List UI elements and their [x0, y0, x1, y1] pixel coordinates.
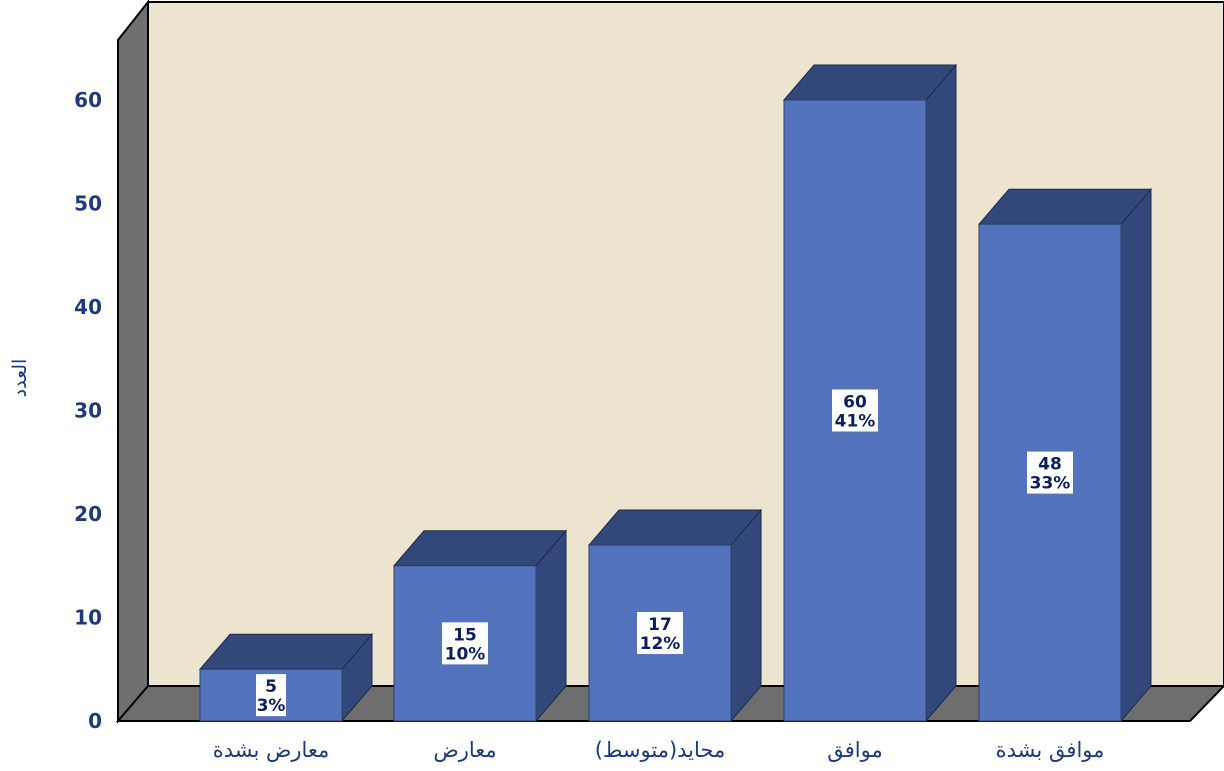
data-label-percent: 10%	[445, 644, 486, 664]
x-category-label: معارض	[433, 738, 496, 762]
data-label-value: 15	[453, 625, 477, 645]
bar-top-face	[587, 509, 763, 546]
x-category-label: محايد(متوسط)	[595, 738, 725, 762]
chart-side-wall	[117, 0, 149, 724]
bar-front-face	[783, 99, 927, 722]
x-category-label: موافق	[827, 738, 882, 762]
bar: 53%	[198, 632, 374, 723]
data-label-box	[832, 389, 878, 432]
data-label-box	[1027, 451, 1073, 494]
data-label-value: 60	[843, 393, 867, 413]
y-tick-label: 10	[74, 606, 102, 630]
data-label-box	[256, 674, 286, 717]
bar-top-face	[198, 633, 374, 670]
y-tick-label: 0	[88, 709, 102, 733]
x-category-label: موافق بشدة	[996, 738, 1105, 762]
y-tick-label: 30	[74, 399, 102, 423]
data-label-box	[637, 612, 683, 655]
data-label-percent: 41%	[835, 412, 876, 432]
x-axis-categories: معارض بشدة معارض محايد(متوسط) موافق موافق بش…	[213, 738, 1105, 762]
data-label-percent: 33%	[1030, 474, 1071, 494]
data-label-percent: 3%	[257, 696, 286, 716]
bar-side-face	[730, 508, 762, 723]
data-label-value: 17	[648, 615, 672, 635]
y-tick-label: 20	[74, 502, 102, 526]
y-axis-label: العدد	[9, 359, 31, 398]
y-axis-ticks: 0 10 20 30 40 50 60	[74, 88, 102, 733]
y-tick-label: 50	[74, 192, 102, 216]
data-label-value: 5	[265, 677, 277, 697]
y-tick-label: 40	[74, 295, 102, 319]
x-category-label: معارض بشدة	[213, 738, 330, 762]
bar-top-face	[392, 530, 568, 567]
bar-side-face	[925, 63, 957, 723]
bar-top-face	[782, 64, 958, 101]
bar-side-face	[1120, 187, 1152, 723]
y-tick-label: 60	[74, 88, 102, 112]
bar-top-face	[977, 188, 1153, 225]
data-label-box	[442, 622, 488, 665]
data-label-percent: 12%	[640, 634, 681, 654]
data-label-value: 48	[1038, 455, 1062, 475]
